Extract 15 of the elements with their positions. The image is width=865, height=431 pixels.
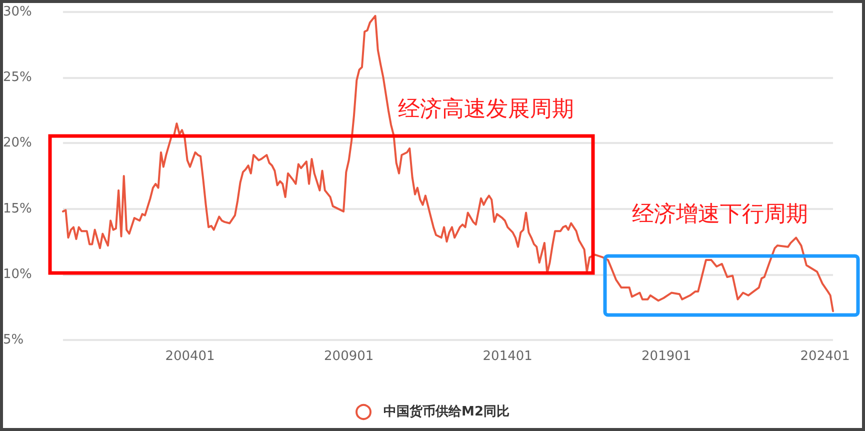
x-tick-label: 201401 — [482, 349, 532, 364]
annotation: 经济增速下行周期 — [632, 201, 808, 229]
x-tick-label: 201901 — [642, 349, 692, 364]
annotation: 经济高速发展周期 — [398, 96, 574, 124]
y-tick-label: 25% — [3, 70, 32, 86]
y-tick-label: 30% — [3, 4, 32, 20]
legend-label: 中国货币供给M2同比 — [384, 404, 510, 420]
y-tick-label: 5% — [3, 332, 24, 348]
line-series — [62, 14, 834, 312]
y-tick-label: 15% — [3, 201, 32, 216]
x-tick-label: 200901 — [324, 349, 374, 364]
x-tick-label: 200401 — [165, 349, 215, 364]
y-tick-label: 20% — [3, 136, 32, 151]
y-tick-label: 10% — [3, 266, 32, 282]
x-tick-label: 202401 — [800, 349, 850, 364]
